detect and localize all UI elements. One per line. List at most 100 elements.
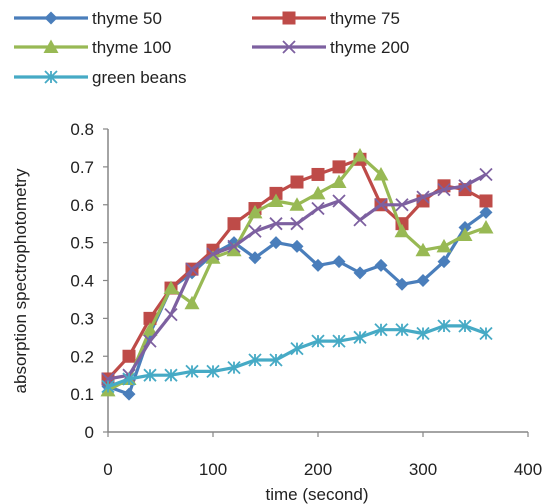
data-point bbox=[269, 186, 283, 200]
data-point bbox=[247, 204, 263, 219]
legend-marker bbox=[44, 70, 58, 84]
data-point bbox=[311, 334, 325, 348]
data-point bbox=[374, 323, 388, 337]
data-point bbox=[353, 213, 367, 227]
data-point bbox=[289, 197, 305, 211]
data-point bbox=[101, 379, 115, 394]
data-point bbox=[415, 242, 431, 257]
legend-marker bbox=[44, 11, 58, 25]
data-point bbox=[458, 179, 472, 193]
tick-labels: 0 0.1 0.2 0.3 0.4 0.5 0.6 0.7 0.8 0 100 200 300 400 bbox=[70, 120, 542, 479]
data-point bbox=[331, 174, 347, 189]
data-point bbox=[205, 250, 221, 264]
data-point bbox=[436, 238, 452, 253]
data-point bbox=[143, 368, 157, 382]
x-axis-title: time (second) bbox=[266, 485, 369, 504]
data-point bbox=[416, 190, 430, 204]
y-tick-label: 0.7 bbox=[70, 158, 94, 177]
data-point bbox=[163, 280, 179, 295]
data-point bbox=[206, 364, 220, 379]
data-point bbox=[374, 258, 388, 272]
series-lines bbox=[100, 148, 494, 401]
legend-marker bbox=[282, 40, 296, 54]
legend-label: thyme 100 bbox=[92, 38, 171, 57]
data-point bbox=[416, 274, 430, 287]
data-point bbox=[269, 236, 283, 250]
data-point bbox=[416, 326, 430, 341]
data-point bbox=[458, 220, 472, 234]
data-point bbox=[479, 194, 493, 208]
legend-item: green beans bbox=[14, 68, 187, 87]
legend: thyme 50 thyme 75 thyme 100 thyme 200 green … bbox=[14, 9, 409, 87]
legend-label: thyme 75 bbox=[330, 9, 400, 28]
data-point bbox=[394, 223, 410, 238]
data-point bbox=[164, 368, 178, 382]
data-point bbox=[227, 217, 241, 231]
data-point bbox=[374, 198, 388, 212]
data-point bbox=[268, 193, 284, 207]
data-point bbox=[457, 227, 473, 242]
data-point bbox=[395, 277, 409, 291]
legend-label: green beans bbox=[92, 68, 187, 87]
data-point bbox=[248, 353, 262, 367]
y-tick-label: 0.1 bbox=[70, 385, 94, 404]
data-point bbox=[373, 166, 389, 181]
data-point bbox=[227, 360, 241, 375]
data-point bbox=[332, 255, 346, 269]
data-point bbox=[352, 148, 368, 162]
x-tick-label: 300 bbox=[409, 460, 437, 479]
data-point bbox=[479, 205, 493, 219]
data-point bbox=[206, 247, 220, 261]
data-point bbox=[437, 182, 451, 197]
data-point bbox=[227, 239, 241, 254]
y-axis-title: absorption spectrophotometry bbox=[11, 168, 30, 393]
data-point bbox=[290, 342, 304, 356]
data-point bbox=[184, 295, 200, 310]
y-tick-label: 0.2 bbox=[70, 347, 94, 366]
data-point bbox=[248, 224, 262, 238]
data-point bbox=[479, 167, 493, 182]
legend-item: thyme 75 bbox=[252, 9, 400, 28]
data-point bbox=[395, 198, 409, 212]
data-point bbox=[353, 266, 367, 280]
data-point bbox=[353, 330, 367, 344]
data-point bbox=[185, 262, 199, 276]
y-tick-label: 0.6 bbox=[70, 196, 94, 215]
y-tick-label: 0.3 bbox=[70, 309, 94, 328]
data-point bbox=[143, 334, 157, 348]
data-point bbox=[478, 219, 494, 234]
y-tick-label: 0.5 bbox=[70, 234, 94, 253]
series-line bbox=[107, 324, 487, 389]
data-point bbox=[310, 185, 326, 200]
data-point bbox=[185, 364, 199, 379]
series-green-beans bbox=[101, 319, 493, 394]
legend-item: thyme 100 bbox=[14, 38, 171, 57]
data-point bbox=[458, 319, 472, 333]
data-point bbox=[164, 307, 178, 322]
data-point bbox=[437, 255, 451, 269]
data-point bbox=[122, 372, 136, 386]
data-point bbox=[269, 353, 283, 367]
y-tick-label: 0.8 bbox=[70, 120, 94, 139]
x-tick-label: 0 bbox=[103, 460, 112, 479]
data-point bbox=[248, 251, 262, 265]
legend-label: thyme 50 bbox=[92, 9, 162, 28]
data-point bbox=[332, 160, 346, 174]
legend-item: thyme 200 bbox=[252, 38, 409, 57]
data-point bbox=[269, 217, 283, 231]
data-point bbox=[395, 323, 409, 337]
data-point bbox=[122, 387, 136, 401]
x-tick-label: 100 bbox=[199, 460, 227, 479]
data-point bbox=[226, 242, 242, 257]
data-point bbox=[311, 167, 325, 181]
data-point bbox=[332, 194, 346, 208]
data-point bbox=[290, 175, 304, 189]
data-point bbox=[290, 239, 304, 253]
y-tick-label: 0.4 bbox=[70, 272, 94, 291]
data-point bbox=[311, 201, 325, 216]
data-point bbox=[332, 334, 346, 348]
data-point bbox=[142, 322, 158, 336]
data-point bbox=[437, 319, 451, 333]
data-point bbox=[122, 349, 136, 363]
